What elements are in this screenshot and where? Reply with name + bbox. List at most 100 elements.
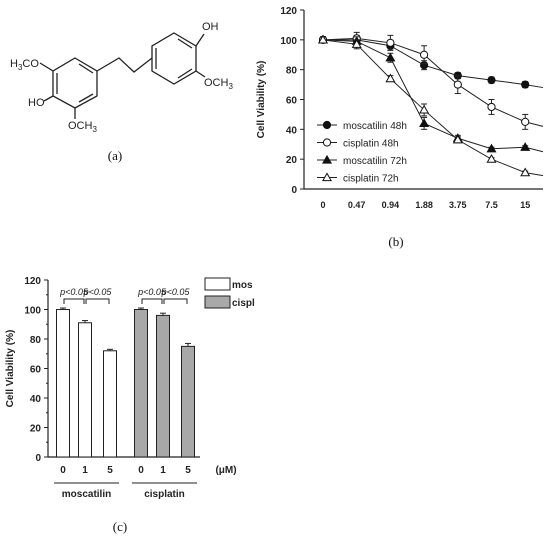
- group-cisplatin: 0 1 5 cisplatin: [132, 307, 197, 500]
- bar: [56, 309, 70, 458]
- legend-item: cisplatin 48h: [317, 138, 399, 150]
- x-tick-label: 0.47: [348, 200, 366, 210]
- p-value-label: p<0.05: [161, 287, 191, 297]
- bracket-line: [63, 298, 85, 304]
- structure-labels: OH OCH3 H3CO HO OCH3: [10, 21, 233, 134]
- panel-label-b: (b): [388, 234, 403, 249]
- panel-label-c: (c): [113, 519, 127, 534]
- left-methoxy-bond: [39, 62, 54, 72]
- bracket-line: [85, 298, 110, 304]
- bar: [181, 345, 195, 458]
- legend-item: cisplatin 72h: [317, 172, 399, 185]
- x-tick-label: 1: [160, 465, 166, 476]
- y-axis-label: Cell Viability (%): [5, 330, 16, 408]
- legend-label: moscatilin 72h: [343, 156, 407, 167]
- data-point: [322, 138, 332, 147]
- chemical-structure: [39, 32, 206, 119]
- data-point: [452, 134, 463, 144]
- data-point: [486, 154, 497, 163]
- group-moscatilin: 0 1 5 moscatilin: [54, 307, 119, 500]
- bracket-line: [141, 298, 163, 304]
- data-point: [420, 50, 429, 59]
- x-tick-label: 15: [520, 200, 530, 210]
- data-point: [419, 104, 430, 114]
- ho-left-label: HO: [28, 97, 45, 109]
- bar: [103, 350, 117, 458]
- p-value-label: p<0.05: [83, 287, 113, 297]
- bracket-line: [163, 298, 188, 304]
- y-tick-label: 60: [30, 365, 42, 376]
- y-tick-label: 60: [286, 96, 298, 107]
- y-tick-label: 100: [280, 36, 297, 47]
- x-tick-label: 0.94: [382, 200, 400, 210]
- oh-top-label: OH: [202, 21, 219, 33]
- group-label: cisplatin: [144, 489, 185, 500]
- data-point: [351, 39, 362, 48]
- legend-item: moscatilin 48h: [317, 120, 407, 132]
- data-point: [321, 154, 333, 164]
- bar: [78, 322, 92, 458]
- data-point: [521, 117, 530, 126]
- legend: moscatilin 48h cisplatin 48h moscatilin 72…: [317, 120, 407, 185]
- legend-label: cisplatin 48h: [343, 139, 399, 150]
- y-tick-label: 20: [286, 155, 298, 166]
- y-tick-label: 100: [24, 306, 41, 317]
- data-point: [322, 120, 332, 130]
- y-tick-label: 20: [30, 424, 42, 435]
- p-value-label: p<0.05: [59, 287, 89, 297]
- data-point: [453, 80, 462, 89]
- och3-right-label: OCH3: [204, 77, 233, 91]
- y-tick-label: 80: [30, 335, 42, 346]
- unit-label: (μM): [215, 465, 236, 476]
- group-label: moscatilin: [62, 489, 111, 500]
- y-tick-label: 120: [280, 6, 297, 17]
- y-tick-label: 120: [24, 276, 41, 287]
- left-benzene-ring: [52, 57, 98, 109]
- data-point: [486, 143, 497, 153]
- data-point: [386, 38, 395, 47]
- y-tick-label: 80: [286, 66, 298, 77]
- bar: [156, 314, 170, 458]
- legend-item: mos: [204, 277, 253, 291]
- p-value-label: p<0.05: [137, 287, 167, 297]
- legend-swatch: [204, 295, 231, 309]
- ethylene-bridge: [96, 57, 153, 73]
- h3co-left-label: H3CO: [10, 58, 39, 72]
- series-line: [322, 39, 544, 153]
- x-tick-label: 0: [138, 465, 144, 476]
- panel-label-a: (a): [108, 148, 122, 163]
- viability-line-chart: 0 20 40 60 80 100 120 0 0.47 0.94 1.88 3.75 7.5 15 Cel…: [256, 6, 544, 210]
- significance-bracket: p<0.05: [161, 287, 191, 304]
- x-tick-label: 5: [107, 465, 113, 476]
- legend-label: mos: [232, 280, 253, 291]
- y-axis-label: Cell Viability (%): [256, 61, 267, 139]
- y-tick-label: 0: [35, 453, 41, 464]
- x-tick-label: 5: [185, 465, 191, 476]
- data-point: [487, 102, 496, 112]
- y-tick-label: 40: [30, 394, 42, 405]
- left-hydroxyl-bond: [43, 95, 54, 102]
- significance-bracket: p<0.05: [137, 287, 167, 304]
- legend-label: cisplatin 72h: [343, 174, 399, 185]
- x-tick-label: 1.88: [415, 200, 433, 210]
- legend: mos cispl: [204, 277, 255, 309]
- bar: [134, 309, 148, 458]
- x-tick-label: 0: [60, 465, 66, 476]
- och3-bottom-label: OCH3: [68, 120, 97, 134]
- series-cisplatin-72h: [317, 34, 544, 177]
- x-tick-label: 1: [82, 465, 88, 476]
- data-point: [520, 167, 531, 177]
- y-tick-label: 40: [286, 125, 298, 136]
- data-point: [521, 80, 530, 89]
- x-tick-label: 0: [320, 200, 325, 210]
- legend-label: cispl: [232, 298, 255, 309]
- legend-item: cispl: [204, 295, 255, 309]
- legend-item: moscatilin 72h: [317, 154, 407, 167]
- data-point: [385, 52, 396, 62]
- series-line: [322, 37, 544, 127]
- right-methoxy-bond: [195, 70, 206, 78]
- x-tick-label: 7.5: [485, 200, 498, 210]
- series-line: [323, 39, 544, 89]
